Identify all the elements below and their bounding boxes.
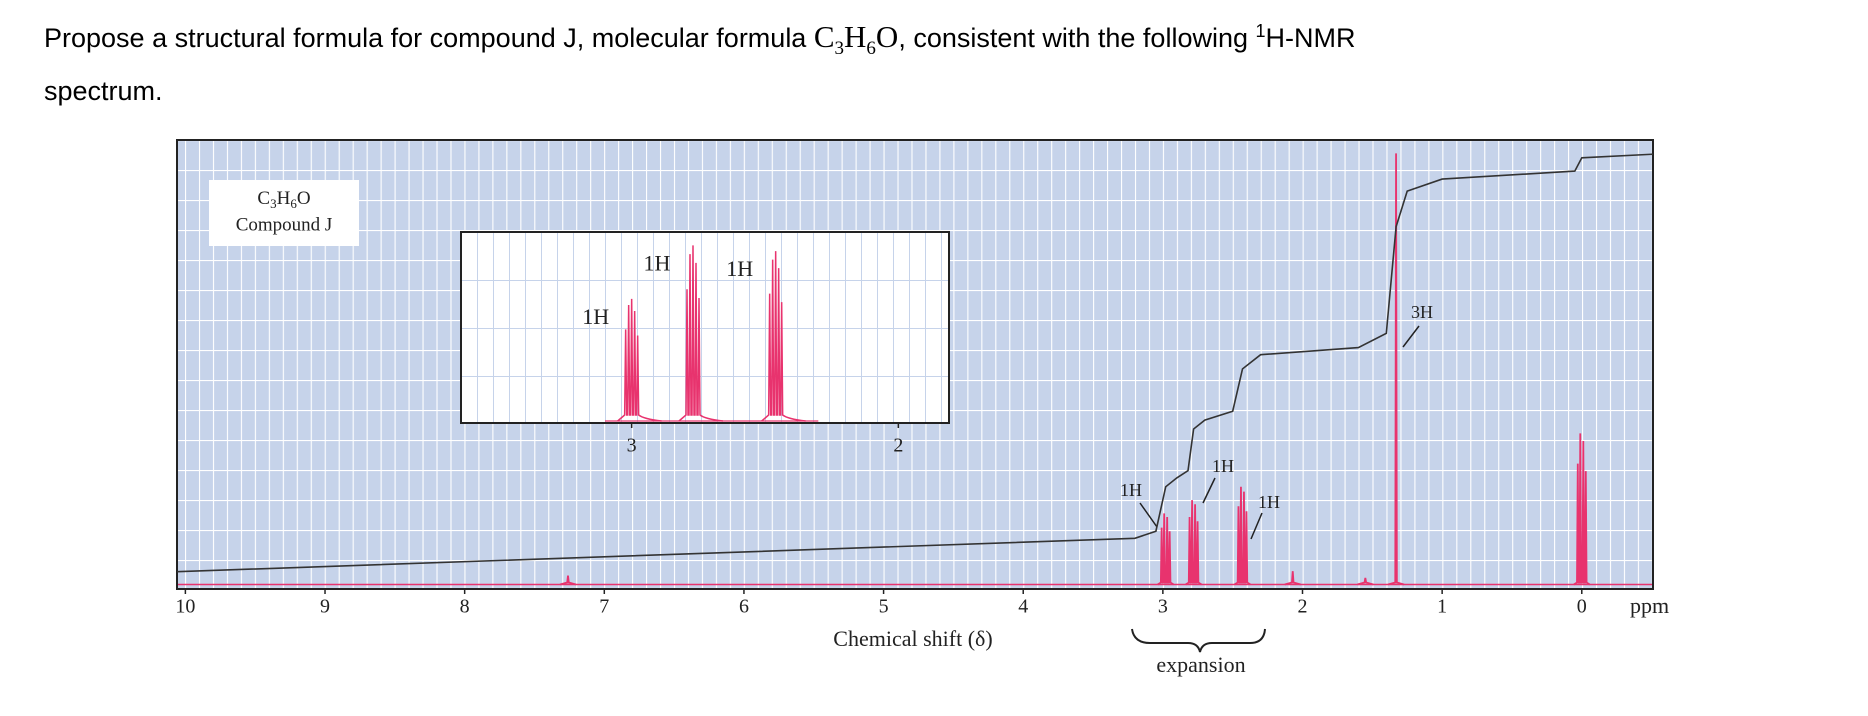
x-tick-label: 3 xyxy=(1158,596,1168,618)
compound-formula: C3H6O xyxy=(257,188,310,211)
x-tick-label: 8 xyxy=(460,596,470,618)
peak xyxy=(1387,153,1405,586)
label-box xyxy=(209,180,359,246)
x-unit: ppm xyxy=(1630,593,1669,618)
peak xyxy=(1233,486,1251,586)
formula-part: O xyxy=(875,19,899,54)
formula-part: 6 xyxy=(866,38,876,60)
peak xyxy=(559,575,577,586)
peak xyxy=(1284,571,1301,586)
inset-integration-label: 1H xyxy=(582,304,609,329)
integration-label: 1H xyxy=(1120,480,1142,500)
inset-integration-label: 1H xyxy=(726,256,753,281)
integration-label: 1H xyxy=(1212,456,1234,476)
expansion-label: expansion xyxy=(1156,652,1245,677)
x-tick-label: 0 xyxy=(1577,596,1587,618)
x-tick-label: 4 xyxy=(1018,596,1028,618)
x-tick-label: 10 xyxy=(175,596,195,618)
expansion-brace xyxy=(1131,628,1266,653)
leader-line xyxy=(1250,512,1263,540)
question-text: Propose a structural formula for compoun… xyxy=(44,23,814,53)
x-tick-label: 7 xyxy=(599,596,609,618)
integration-label: 3H xyxy=(1411,302,1433,322)
x-tick-label: 9 xyxy=(320,596,330,618)
peak xyxy=(1357,577,1374,586)
inset-peak xyxy=(617,298,662,422)
leader-line xyxy=(1139,502,1158,528)
inset-peak xyxy=(678,245,724,422)
x-axis-label: Chemical shift (δ) xyxy=(833,626,992,651)
formula-part: H xyxy=(844,19,867,54)
formula-part: H xyxy=(277,188,291,209)
peak xyxy=(1185,500,1203,586)
formula-part: 3 xyxy=(270,196,277,211)
leader-line xyxy=(1202,477,1216,504)
integration-label: 1H xyxy=(1258,492,1280,512)
inset-x-tick-label: 3 xyxy=(627,435,637,457)
question-text: spectrum. xyxy=(44,76,163,107)
inset-integration-label: 1H xyxy=(644,250,671,275)
compound-name: Compound J xyxy=(236,214,333,235)
formula-part: C xyxy=(813,19,835,54)
peak xyxy=(1573,433,1591,586)
integral-curve xyxy=(176,153,1654,573)
x-tick-label: 6 xyxy=(739,596,749,618)
question-text: H-NMR xyxy=(1265,23,1356,53)
formula-part: 3 xyxy=(834,38,845,60)
formula-part: O xyxy=(297,188,311,209)
inset-x-tick-label: 2 xyxy=(893,435,903,457)
inset-area xyxy=(460,231,950,424)
question: Propose a structural formula for compoun… xyxy=(44,10,1356,112)
formula-part: 6 xyxy=(290,196,297,211)
x-tick-label: 2 xyxy=(1298,596,1308,618)
x-tick-label: 1 xyxy=(1437,596,1447,618)
formula: C3H6O xyxy=(813,19,899,59)
superscript: 1 xyxy=(1255,21,1266,41)
question-text: , consistent with the following xyxy=(898,23,1256,53)
inset-peak xyxy=(761,251,806,422)
formula-part: C xyxy=(257,188,270,209)
leader-line xyxy=(1402,325,1420,348)
peak xyxy=(1157,513,1175,586)
x-tick-label: 5 xyxy=(879,596,889,618)
